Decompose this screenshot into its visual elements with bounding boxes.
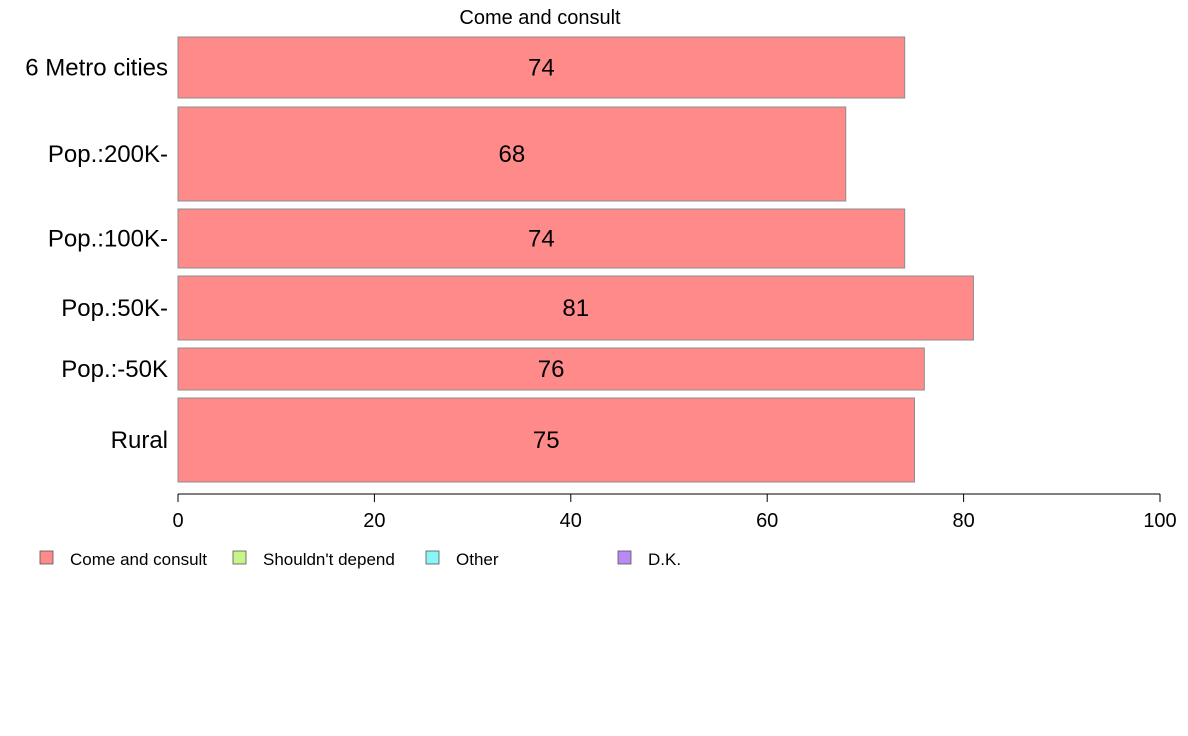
- category-label: Rural: [111, 427, 168, 454]
- x-tick-label: 40: [560, 510, 582, 532]
- data-label: 81: [562, 295, 589, 322]
- category-label: Pop.:50K-: [61, 295, 168, 322]
- data-label: 74: [528, 55, 555, 82]
- legend-swatch: [617, 550, 632, 565]
- category-label: Pop.:200K-: [48, 141, 168, 168]
- x-tick-label: 60: [756, 510, 778, 532]
- legend-swatch: [39, 550, 54, 565]
- x-tick-label: 100: [1143, 510, 1176, 532]
- bars-group: 6 Metro cities 74 Pop.:200K- 68 Pop.:100K- 74…: [25, 36, 974, 483]
- bar: [177, 106, 847, 202]
- legend-label: Shouldn't depend: [263, 550, 395, 569]
- category-label: Pop.:-50K: [61, 356, 168, 383]
- chart-title: Come and consult: [459, 7, 621, 29]
- legend: Come and consult Shouldn't depend Other D.K…: [39, 550, 681, 569]
- x-tick-label: 80: [952, 510, 974, 532]
- x-axis: 0 20 40 60 80 100: [172, 493, 1177, 532]
- bar: [177, 36, 906, 99]
- legend-label: Come and consult: [70, 550, 207, 569]
- data-label: 75: [533, 427, 560, 454]
- legend-swatch: [232, 550, 247, 565]
- category-label: Pop.:100K-: [48, 226, 168, 253]
- bar: [177, 275, 974, 341]
- bar: [177, 208, 906, 269]
- bar: [177, 397, 915, 483]
- x-tick-label: 0: [172, 510, 183, 532]
- legend-label: Other: [456, 550, 499, 569]
- data-label: 68: [499, 141, 526, 168]
- bar: [177, 347, 925, 391]
- data-label: 74: [528, 226, 555, 253]
- legend-swatch: [425, 550, 440, 565]
- legend-label: D.K.: [648, 550, 681, 569]
- category-label: 6 Metro cities: [25, 55, 168, 82]
- x-tick-label: 20: [363, 510, 385, 532]
- data-label: 76: [538, 356, 565, 383]
